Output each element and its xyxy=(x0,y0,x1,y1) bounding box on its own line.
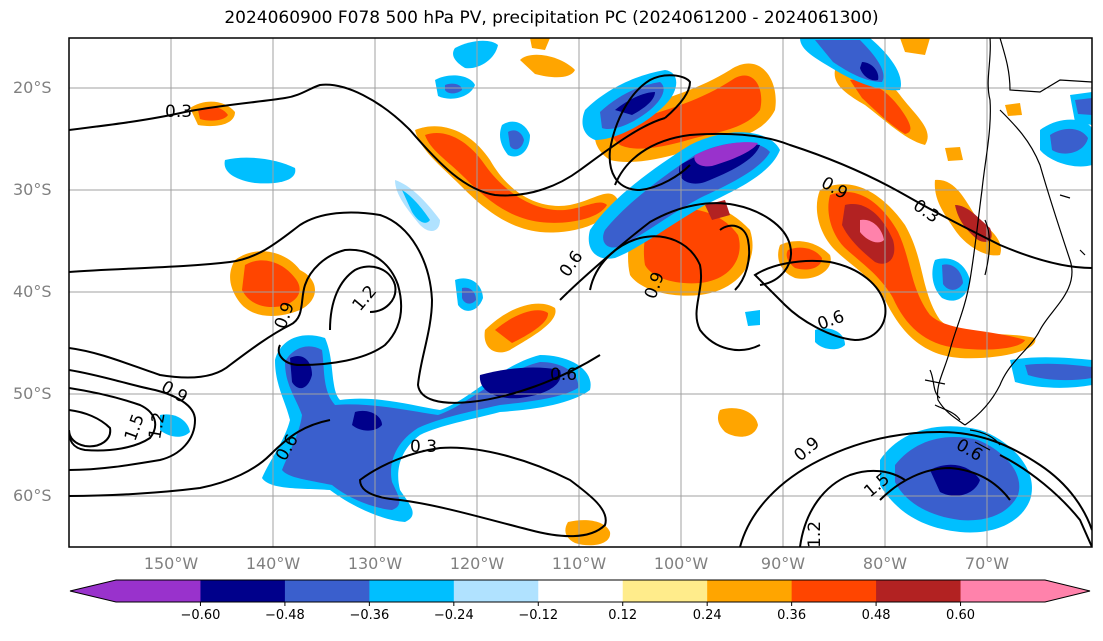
lon-label: 100°W xyxy=(653,554,709,573)
lon-label: 130°W xyxy=(347,554,403,573)
colorbar-tick-label: −0.48 xyxy=(264,608,305,623)
colorbar-tick-label: −0.24 xyxy=(433,608,474,623)
graticule xyxy=(69,38,1092,547)
colorbar-swatch xyxy=(200,580,286,602)
colorbar-swatch xyxy=(707,580,793,602)
colorbar-swatch xyxy=(876,580,962,602)
contour-label: 0.6 xyxy=(550,365,577,385)
contour-label: 0.6 xyxy=(556,247,588,281)
contour-label: 1.2 xyxy=(805,521,825,548)
lat-label: 40°S xyxy=(13,282,52,301)
contour-label: 0.3 xyxy=(410,437,437,457)
colorbar-tick-label: 0.24 xyxy=(692,608,722,623)
map-title: 2024060900 F078 500 hPa PV, precipitatio… xyxy=(224,8,879,28)
lat-label: 50°S xyxy=(13,384,52,403)
lon-label: 140°W xyxy=(245,554,301,573)
colorbar-swatch xyxy=(369,580,455,602)
lon-label: 110°W xyxy=(551,554,607,573)
contour-label: 0.3 xyxy=(165,102,192,122)
lon-label: 80°W xyxy=(862,554,908,573)
plot-frame xyxy=(68,37,1093,548)
colorbar-extend-low xyxy=(70,580,116,602)
colorbar-swatch xyxy=(622,580,708,602)
colorbar-extend-high xyxy=(1045,580,1090,602)
colorbar-tick-label: −0.12 xyxy=(518,608,559,623)
contour-label: 1.5 xyxy=(121,411,149,443)
colorbar-swatch xyxy=(284,580,370,602)
contour-label: 0.6 xyxy=(815,307,847,335)
lat-label: 60°S xyxy=(13,486,52,505)
colorbar-tick-label: −0.36 xyxy=(349,608,390,623)
lon-label: 90°W xyxy=(760,554,806,573)
colorbar-tick-label: −0.60 xyxy=(180,608,221,623)
colorbar xyxy=(69,579,1091,606)
pv-contours xyxy=(69,74,1092,547)
precip-field xyxy=(160,38,1092,546)
colorbar-swatch xyxy=(453,580,539,602)
colorbar-tick-label: 0.60 xyxy=(946,608,976,623)
colorbar-tick-label: 0.36 xyxy=(777,608,807,623)
colorbar-swatch xyxy=(538,580,624,602)
lat-label: 30°S xyxy=(13,180,52,199)
lon-label: 70°W xyxy=(964,554,1010,573)
lat-label: 20°S xyxy=(13,78,52,97)
colorbar-swatch xyxy=(116,580,201,602)
colorbar-tick-label: 0.12 xyxy=(608,608,638,623)
lon-label: 150°W xyxy=(143,554,199,573)
coastline xyxy=(924,38,1092,451)
lon-label: 120°W xyxy=(449,554,505,573)
colorbar-swatch xyxy=(960,580,1046,602)
colorbar-tick-label: 0.48 xyxy=(861,608,891,623)
contour-label: 1.2 xyxy=(145,411,169,441)
colorbar-swatch xyxy=(791,580,877,602)
colorbar-frame xyxy=(69,579,1091,603)
contour-label: 1.2 xyxy=(349,282,382,316)
